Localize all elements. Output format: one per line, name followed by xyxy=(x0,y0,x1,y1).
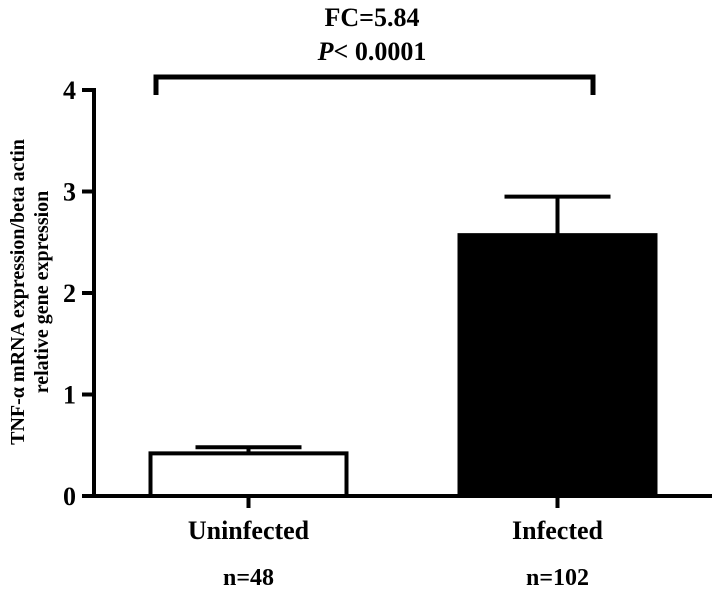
bar xyxy=(457,233,658,499)
sample-size-label: n=48 xyxy=(223,565,274,589)
y-axis-title-line1: TNF-α mRNA expression/beta actin xyxy=(7,139,29,445)
y-tick-label: 0 xyxy=(63,482,76,511)
bar xyxy=(148,451,349,498)
x-tick-label: Infected xyxy=(512,516,604,545)
p-value-symbol: P xyxy=(317,37,335,66)
y-tick-label: 3 xyxy=(63,178,76,207)
y-tick-label: 2 xyxy=(63,279,76,308)
p-value-label: P< 0.0001 xyxy=(317,37,427,66)
significance-annotation: FC=5.84 P< 0.0001 xyxy=(153,3,596,95)
y-axis-title-line2: relative gene expression xyxy=(31,191,53,394)
y-tick-label: 1 xyxy=(63,381,76,410)
significance-bracket xyxy=(153,74,596,95)
axes: 0 1 2 3 4 Uninfected n=48 Infected n=102 xyxy=(63,76,712,589)
bars-group xyxy=(148,194,658,499)
y-axis-title: TNF-α mRNA expression/beta actin relativ… xyxy=(7,139,53,445)
sample-size-label: n=102 xyxy=(526,565,589,589)
fold-change-label: FC=5.84 xyxy=(325,3,420,32)
p-value-text: < 0.0001 xyxy=(334,37,427,66)
y-tick-label: 4 xyxy=(63,76,76,105)
x-tick-label: Uninfected xyxy=(188,516,310,545)
